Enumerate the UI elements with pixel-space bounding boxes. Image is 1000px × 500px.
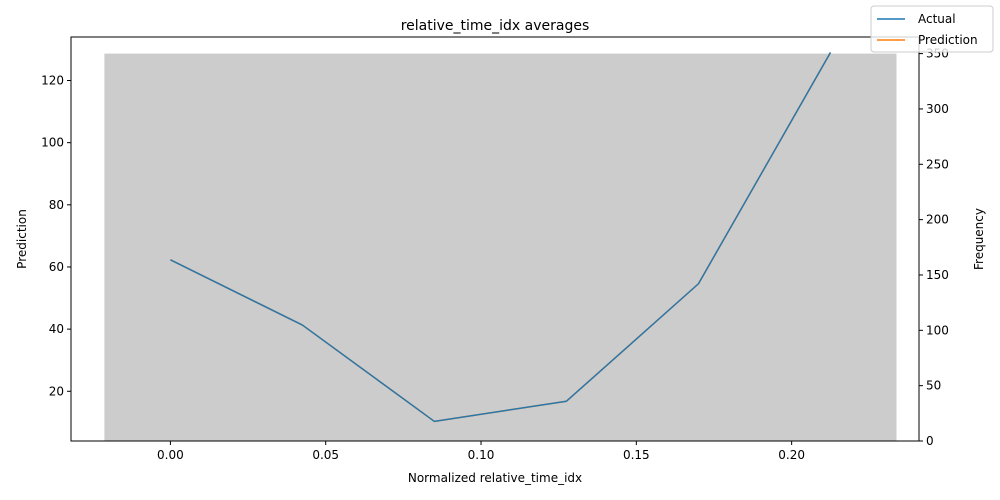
y-axis: 20 40 60 80 100 120 xyxy=(41,74,71,398)
y-axis-label: Prediction xyxy=(15,209,29,269)
plot-frame xyxy=(70,36,920,442)
legend: Actual Prediction xyxy=(870,5,994,53)
series-line-actual xyxy=(170,52,832,423)
histogram-layer xyxy=(104,53,897,441)
y2-tick-label: 50 xyxy=(926,379,941,393)
x-tick-label: 0.05 xyxy=(312,448,339,462)
histogram-bar xyxy=(104,53,897,441)
x-tick-label: 0.20 xyxy=(778,448,805,462)
legend-label-prediction: Prediction xyxy=(918,33,978,47)
y2-tick-label: 300 xyxy=(926,102,949,116)
y-tick-label: 100 xyxy=(41,136,64,150)
y2-axis-label: Frequency xyxy=(972,208,986,270)
y-tick-label: 20 xyxy=(49,384,64,398)
x-tick-label: 0.00 xyxy=(157,448,184,462)
x-axis-label: Normalized relative_time_idx xyxy=(408,471,582,485)
y-tick-label: 80 xyxy=(49,198,64,212)
y2-tick-label: 200 xyxy=(926,213,949,227)
legend-label-actual: Actual xyxy=(918,12,956,26)
y-tick-label: 40 xyxy=(49,322,64,336)
chart-title: relative_time_idx averages xyxy=(401,18,590,34)
y-tick-label: 60 xyxy=(49,260,64,274)
y2-tick-label: 0 xyxy=(926,434,934,448)
y2-tick-label: 150 xyxy=(926,268,949,282)
line-layer xyxy=(170,52,832,423)
y-tick-label: 120 xyxy=(41,74,64,88)
x-tick-label: 0.15 xyxy=(623,448,650,462)
y2-tick-label: 250 xyxy=(926,157,949,171)
x-tick-label: 0.10 xyxy=(468,448,495,462)
y2-tick-label: 100 xyxy=(926,323,949,337)
x-axis: 0.00 0.05 0.10 0.15 0.20 xyxy=(157,441,805,462)
